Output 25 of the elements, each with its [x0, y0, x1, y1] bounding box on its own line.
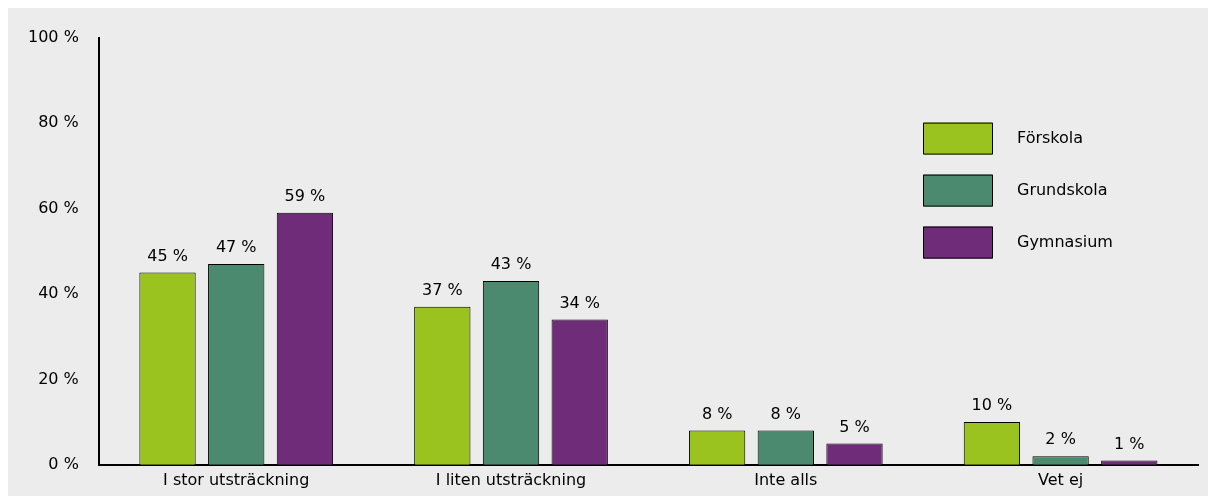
- y-tick-label: 0 %: [48, 453, 79, 473]
- y-tick-label: 20 %: [38, 368, 79, 388]
- data-label: 43 %: [490, 254, 532, 274]
- data-label: 5 %: [839, 416, 870, 436]
- data-label: 10 %: [971, 395, 1013, 415]
- y-tick-label: 80 %: [38, 112, 79, 132]
- data-label: 59 %: [284, 185, 326, 205]
- y-tick-label: 40 %: [38, 283, 79, 303]
- data-label: 8 %: [701, 403, 733, 423]
- x-tick-label: Inte alls: [754, 469, 818, 489]
- data-label: 45 %: [147, 245, 188, 265]
- data-label: 8 %: [770, 403, 802, 423]
- x-tick-label: I stor utsträckning: [163, 469, 310, 489]
- legend-label: Förskola: [1017, 127, 1084, 147]
- x-tick-label: I liten utsträckning: [435, 469, 587, 489]
- data-label: 47 %: [215, 237, 257, 257]
- legend-label: Gymnasium: [1017, 231, 1113, 251]
- data-label: 1 %: [1114, 433, 1145, 453]
- data-label: 2 %: [1045, 429, 1076, 449]
- x-tick-label: Vet ej: [1038, 469, 1084, 489]
- data-label: 37 %: [421, 279, 463, 299]
- y-tick-label: 100 %: [28, 26, 79, 46]
- legend-label: Grundskola: [1017, 179, 1108, 199]
- data-label: 34 %: [559, 292, 601, 312]
- y-tick-label: 60 %: [38, 197, 79, 217]
